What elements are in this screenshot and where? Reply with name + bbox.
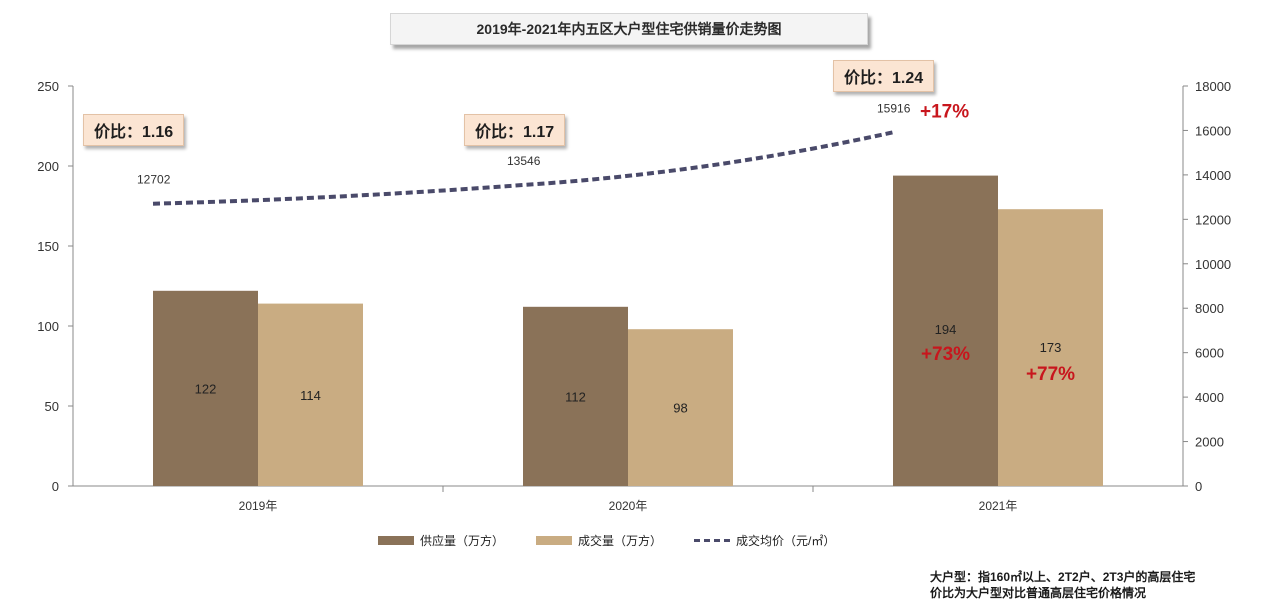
left-axis-tick-label: 250 (37, 79, 59, 94)
bar-value-label-deal-2: 173 (1040, 340, 1062, 355)
growth-label-deal: +77% (1026, 364, 1075, 385)
bar-supply-2 (893, 175, 998, 486)
left-axis-tick-label: 150 (37, 239, 59, 254)
growth-label-supply: +73% (921, 344, 970, 365)
x-axis-tick-label: 2021年 (979, 499, 1018, 513)
ratio-label-1: 价比：1.17 (464, 114, 566, 146)
bar-supply-1 (523, 306, 628, 486)
bar-deal-1 (628, 329, 733, 486)
x-axis-tick-label: 2020年 (609, 499, 648, 513)
bar-value-label-deal-0: 114 (300, 388, 321, 403)
ratio-label-2: 价比：1.24 (833, 60, 935, 92)
left-axis-tick-label: 50 (45, 399, 59, 414)
right-axis-tick-label: 12000 (1195, 212, 1231, 227)
bar-deal-2 (998, 209, 1103, 486)
legend-swatch-price (694, 538, 731, 542)
bar-supply-0 (153, 290, 258, 486)
right-axis-tick-label: 16000 (1195, 123, 1231, 138)
right-axis-tick-label: 0 (1195, 479, 1202, 494)
left-axis-tick-label: 200 (37, 159, 59, 174)
price-value-label-0: 12702 (137, 173, 171, 187)
right-axis-tick-label: 14000 (1195, 168, 1231, 183)
legend-swatch-supply (378, 535, 414, 545)
growth-label-price: +17% (920, 101, 969, 122)
right-axis-tick-label: 18000 (1195, 79, 1231, 94)
bar-value-label-supply-2: 194 (935, 322, 957, 337)
footnote-line-2: 价比为大户型对比普通高层住宅价格情况 (930, 586, 1147, 600)
legend-label-supply: 供应量（万方） (420, 533, 505, 548)
bar-value-label-deal-1: 98 (673, 401, 687, 416)
bar-value-label-supply-0: 122 (195, 381, 217, 396)
legend-swatch-deal (536, 535, 573, 545)
left-axis-tick-label: 100 (37, 319, 59, 334)
chart-title: 2019年-2021年内五区大户型住宅供销量价走势图 (390, 13, 868, 45)
bar-deal-0 (258, 303, 363, 486)
price-value-label-2: 15916 (877, 101, 911, 115)
left-axis-tick-label: 0 (52, 479, 59, 494)
footnote: 大户型：指160㎡以上、2T2户、2T3户的高层住宅 价比为大户型对比普通高层住… (930, 569, 1270, 601)
legend-item-deal: 成交量（万方） (536, 532, 662, 549)
bar-value-label-supply-1: 112 (565, 389, 586, 404)
right-axis-tick-label: 10000 (1195, 257, 1231, 272)
legend-label-deal: 成交量（万方） (578, 533, 663, 548)
right-axis-tick-label: 2000 (1195, 435, 1224, 450)
right-axis-tick-label: 8000 (1195, 301, 1224, 316)
right-axis-tick-label: 4000 (1195, 390, 1224, 405)
price-value-label-1: 13546 (507, 154, 541, 168)
legend-item-supply: 供应量（万方） (378, 532, 504, 549)
legend-item-price: 成交均价（元/㎡） (694, 532, 835, 549)
footnote-line-1: 大户型：指160㎡以上、2T2户、2T3户的高层住宅 (930, 570, 1196, 584)
legend-label-price: 成交均价（元/㎡） (736, 533, 836, 548)
ratio-label-0: 价比：1.16 (83, 114, 185, 146)
right-axis-tick-label: 6000 (1195, 346, 1224, 361)
legend: 供应量（万方） 成交量（万方） 成交均价（元/㎡） (378, 531, 867, 549)
x-axis-tick-label: 2019年 (239, 499, 278, 513)
